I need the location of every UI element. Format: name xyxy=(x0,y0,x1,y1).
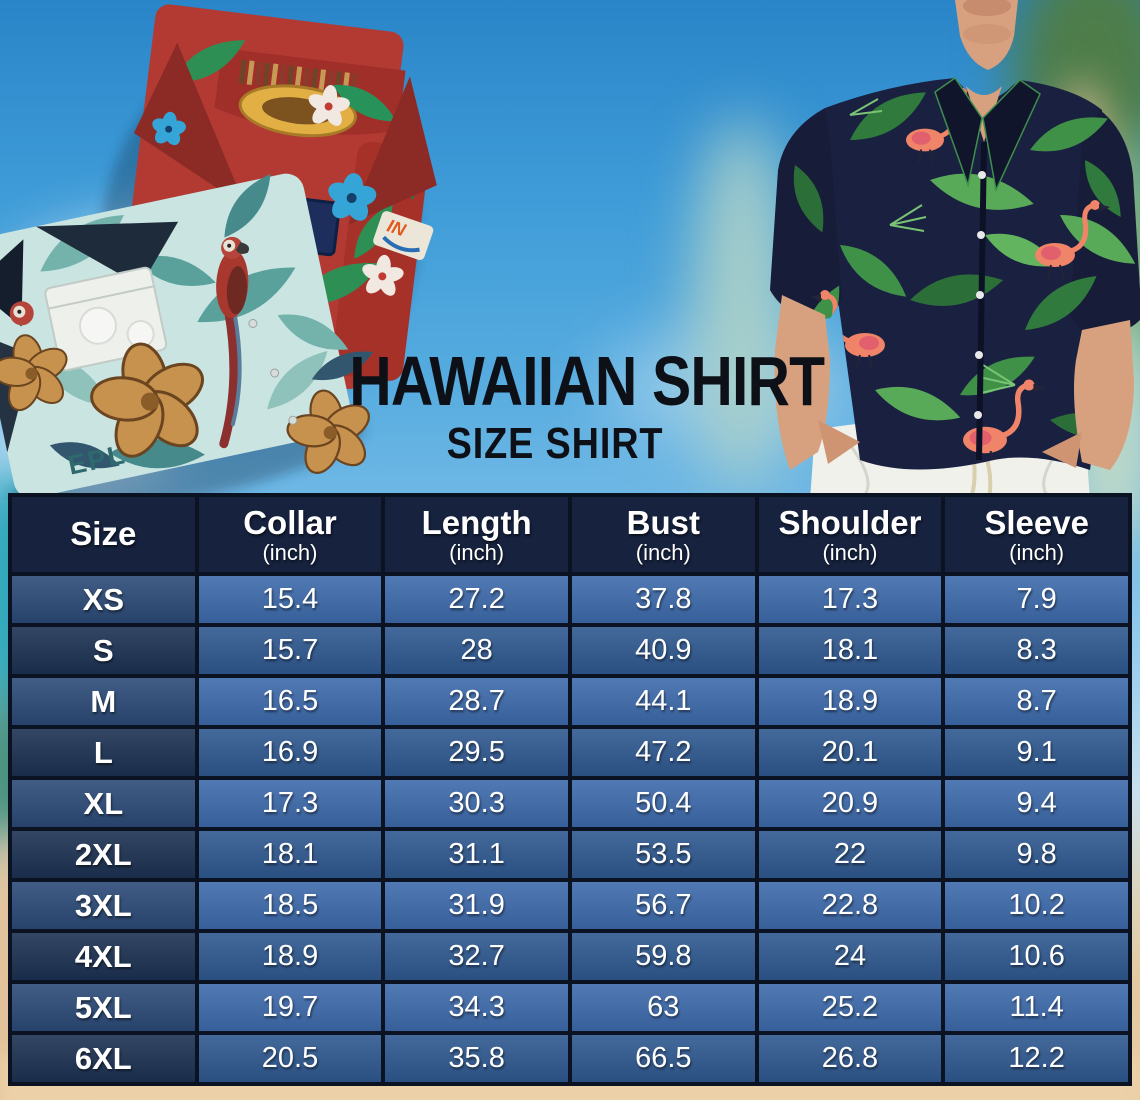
value-cell: 63 xyxy=(567,980,759,1035)
value-cell: 18.1 xyxy=(754,623,946,678)
value-cell: 34.3 xyxy=(381,980,572,1035)
value-cell: 20.1 xyxy=(754,725,946,780)
size-cell: 6XL xyxy=(8,1031,199,1086)
value-cell: 18.1 xyxy=(194,827,386,882)
value-cell: 40.9 xyxy=(567,623,759,678)
value-cell: 17.3 xyxy=(754,572,946,627)
model-arm xyxy=(1074,320,1134,470)
teal-hawaiian-shirt: EPL xyxy=(0,167,386,500)
size-cell: L xyxy=(8,725,199,780)
value-cell: 12.2 xyxy=(941,1031,1132,1086)
value-cell: 15.4 xyxy=(194,572,386,627)
value-cell: 50.4 xyxy=(567,776,759,831)
title-block: HAWAIIAN SHIRT SIZE SHIRT xyxy=(310,342,825,468)
value-cell: 10.2 xyxy=(941,878,1132,933)
folded-shirts-photo: M IN xyxy=(0,4,437,500)
parrot-head xyxy=(9,301,34,326)
value-cell: 31.9 xyxy=(381,878,572,933)
value-cell: 37.8 xyxy=(567,572,759,627)
size-cell: S xyxy=(8,623,199,678)
value-cell: 18.9 xyxy=(754,674,946,729)
blurred-beach-behind-model xyxy=(695,120,790,490)
value-cell: 53.5 xyxy=(567,827,759,882)
value-cell: 59.8 xyxy=(567,929,759,984)
table-row: XS 15.4 27.2 37.8 17.3 7.9 xyxy=(8,572,1132,627)
value-cell: 22.8 xyxy=(754,878,946,933)
parrot xyxy=(216,236,250,449)
shirt-lapel xyxy=(982,79,1041,193)
value-cell: 35.8 xyxy=(381,1031,572,1086)
value-cell: 27.2 xyxy=(381,572,572,627)
column-header: Collar (inch) xyxy=(194,493,386,576)
red-shirt-lapel xyxy=(133,42,246,208)
column-header: Bust (inch) xyxy=(567,493,759,576)
value-cell: 24 xyxy=(754,929,946,984)
model-arm xyxy=(774,295,830,470)
column-header: Shoulder (inch) xyxy=(754,493,946,576)
table-row: 2XL 18.1 31.1 53.5 22 9.8 xyxy=(8,827,1132,882)
value-cell: 8.3 xyxy=(941,623,1132,678)
value-cell: 9.8 xyxy=(941,827,1132,882)
table-row: 6XL 20.5 35.8 66.5 26.8 12.2 xyxy=(8,1031,1132,1086)
value-cell: 19.7 xyxy=(194,980,386,1035)
value-cell: 9.1 xyxy=(941,725,1132,780)
size-cell: 5XL xyxy=(8,980,199,1035)
table-row: 3XL 18.5 31.9 56.7 22.8 10.2 xyxy=(8,878,1132,933)
column-header: Size xyxy=(8,493,199,576)
size-cell: 4XL xyxy=(8,929,199,984)
table-row: XL 17.3 30.3 50.4 20.9 9.4 xyxy=(8,776,1132,831)
value-cell: 8.7 xyxy=(941,674,1132,729)
page-subtitle: SIZE SHIRT xyxy=(446,419,664,468)
column-header: Sleeve (inch) xyxy=(941,493,1132,576)
value-cell: 20.9 xyxy=(754,776,946,831)
page-title: HAWAIIAN SHIRT xyxy=(349,342,825,420)
shirt-lapel xyxy=(934,76,983,188)
table-row: L 16.9 29.5 47.2 20.1 9.1 xyxy=(8,725,1132,780)
value-cell: 18.5 xyxy=(194,878,386,933)
value-cell: 10.6 xyxy=(941,929,1132,984)
value-cell: 29.5 xyxy=(381,725,572,780)
value-cell: 15.7 xyxy=(194,623,386,678)
value-cell: 26.8 xyxy=(754,1031,946,1086)
size-table-head: Size Collar (inch) Length (inch) Bust (inch) Sh… xyxy=(8,493,1132,576)
model-hand xyxy=(818,420,860,464)
value-cell: 17.3 xyxy=(194,776,386,831)
value-cell: 56.7 xyxy=(567,878,759,933)
flamingo-shirt xyxy=(770,76,1140,470)
value-cell: 44.1 xyxy=(567,674,759,729)
size-table-body: XS 15.4 27.2 37.8 17.3 7.9 S 15.7 28 40.9 18.1 8.3 M… xyxy=(8,572,1132,1086)
model-photo xyxy=(770,0,1140,500)
value-cell: 32.7 xyxy=(381,929,572,984)
sleeve-logo: IN xyxy=(373,211,434,261)
size-cell: XL xyxy=(8,776,199,831)
size-cell: XS xyxy=(8,572,199,627)
value-cell: 47.2 xyxy=(567,725,759,780)
value-cell: 30.3 xyxy=(381,776,572,831)
column-header: Length (inch) xyxy=(381,493,572,576)
value-cell: 20.5 xyxy=(194,1031,386,1086)
size-cell: M xyxy=(8,674,199,729)
model-hand xyxy=(1042,432,1082,468)
value-cell: 9.4 xyxy=(941,776,1132,831)
value-cell: 11.4 xyxy=(941,980,1132,1035)
value-cell: 16.9 xyxy=(194,725,386,780)
value-cell: 28.7 xyxy=(381,674,572,729)
value-cell: 7.9 xyxy=(941,572,1132,627)
size-cell: 2XL xyxy=(8,827,199,882)
value-cell: 18.9 xyxy=(194,929,386,984)
value-cell: 25.2 xyxy=(754,980,946,1035)
value-cell: 16.5 xyxy=(194,674,386,729)
table-row: S 15.7 28 40.9 18.1 8.3 xyxy=(8,623,1132,678)
size-cell: 3XL xyxy=(8,878,199,933)
value-cell: 28 xyxy=(381,623,572,678)
size-chart-table: Size Collar (inch) Length (inch) Bust (inch) Sh… xyxy=(8,493,1132,1086)
value-cell: 66.5 xyxy=(567,1031,759,1086)
value-cell: 31.1 xyxy=(381,827,572,882)
value-cell: 22 xyxy=(754,827,946,882)
table-row: 4XL 18.9 32.7 59.8 24 10.6 xyxy=(8,929,1132,984)
table-row: M 16.5 28.7 44.1 18.9 8.7 xyxy=(8,674,1132,729)
table-row: 5XL 19.7 34.3 63 25.2 11.4 xyxy=(8,980,1132,1035)
